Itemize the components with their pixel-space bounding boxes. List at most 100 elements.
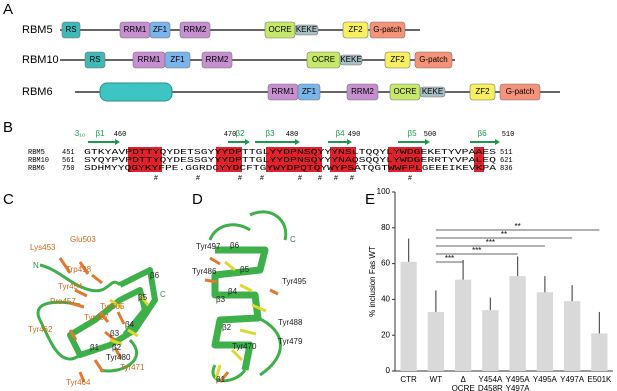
- residue-number: 500: [424, 131, 437, 139]
- protein-name: RBM5: [22, 24, 53, 36]
- ribbon: [208, 210, 288, 241]
- residue-label: C: [160, 290, 166, 299]
- strand-arrow: [295, 139, 300, 145]
- conserved-block: [266, 147, 322, 172]
- significance-stars: **: [515, 222, 521, 231]
- seq-name: RBM6: [28, 165, 45, 173]
- seq-name: RBM10: [28, 157, 49, 165]
- domain-label: RRM2: [184, 25, 207, 34]
- domain: [419, 86, 446, 98]
- domain: [297, 83, 321, 101]
- domain-label: RRM2: [351, 87, 374, 96]
- ribbon: [36, 300, 138, 373]
- residue-label: β6: [230, 241, 240, 250]
- secondary-structure: β1: [95, 129, 105, 138]
- domain-label: G-patch: [373, 25, 401, 34]
- ribbon: [39, 263, 122, 293]
- residue-label: β5: [240, 265, 250, 274]
- significance-stars: ***: [486, 238, 495, 247]
- residue-label: β1: [216, 375, 226, 384]
- domain-label: OCRE: [393, 87, 416, 96]
- significance-stars: **: [501, 230, 507, 239]
- residue-label: Tyr488: [278, 318, 303, 327]
- seq-end: 621: [500, 157, 513, 165]
- bar: [563, 301, 581, 371]
- bar: [454, 279, 472, 371]
- residue-number: 510: [502, 131, 515, 139]
- side-chain: [58, 257, 126, 383]
- strand-arrow: [115, 139, 120, 145]
- secondary-structure: 3₁₀: [75, 129, 85, 138]
- residue-label: Lys453: [30, 243, 56, 252]
- marker: #: [298, 175, 302, 183]
- ribbon: [211, 246, 269, 371]
- strand-arrow: [347, 139, 352, 145]
- significance-stars: ***: [472, 246, 481, 255]
- domain-label: RS: [65, 25, 76, 34]
- x-tick-label: E501K: [587, 375, 612, 384]
- y-tick-label: 80: [381, 223, 390, 232]
- residue-label: Tyr480: [106, 353, 131, 362]
- domain: [414, 51, 453, 69]
- domain-label: KEKE: [422, 87, 443, 96]
- bar: [427, 311, 445, 371]
- panel-label: C: [3, 191, 14, 208]
- marker: #: [238, 175, 242, 183]
- significance-stars: ***: [445, 254, 454, 263]
- residue-label: Pro457: [50, 297, 76, 306]
- residue-label: β4: [125, 320, 135, 329]
- domain: [84, 51, 106, 69]
- residue-label: C: [290, 235, 296, 244]
- y-tick-label: 20: [381, 330, 390, 339]
- residue-number: 480: [286, 131, 299, 139]
- residue-number: 470: [224, 131, 237, 139]
- residue-label: Trp498: [66, 265, 92, 274]
- residue-label: β3: [216, 295, 226, 304]
- side-chain: [214, 260, 267, 380]
- secondary-structure: β4: [335, 129, 345, 138]
- y-tick-label: 40: [381, 295, 390, 304]
- conserved-block: [474, 147, 484, 172]
- domain-label: ZF1: [302, 87, 317, 96]
- marker: #: [196, 175, 200, 183]
- domain-label: RRM1: [124, 25, 147, 34]
- sequence: SDHMYYQGYKYFPE.GGRDCYYDCFTGYWYDPQTQYWYPS…: [84, 165, 497, 173]
- domain-label: ZF1: [153, 25, 168, 34]
- domain: [149, 21, 171, 39]
- residue-label: Tyr479: [278, 337, 303, 346]
- residue-label: N: [33, 261, 39, 270]
- marker: #: [318, 175, 322, 183]
- seq-start: 451: [62, 149, 75, 157]
- side-chain: [109, 294, 150, 346]
- domain-label: ZF2: [390, 55, 405, 64]
- domain-label: KEKE: [340, 55, 361, 64]
- domain-label: RRM2: [206, 55, 229, 64]
- seq-start: 750: [62, 165, 75, 173]
- domain-label: ZF2: [348, 25, 363, 34]
- seq-start: 561: [62, 157, 75, 165]
- residue-label: Tyr471: [120, 363, 145, 372]
- bar: [482, 310, 499, 371]
- domain: [469, 83, 496, 101]
- residue-label: β1: [90, 343, 100, 352]
- residue-label: β2: [222, 323, 232, 332]
- domain: [369, 21, 406, 39]
- bar: [591, 333, 608, 371]
- domain-label: KEKE: [296, 25, 317, 34]
- residue-label: Tyr486: [192, 267, 217, 276]
- domain: [99, 82, 173, 102]
- domain: [201, 51, 233, 69]
- domain: [499, 83, 541, 101]
- protein-name: RBM10: [22, 54, 59, 66]
- x-tick-label: Y495A: [533, 375, 558, 384]
- domain-label: RRM1: [272, 87, 295, 96]
- conserved-block: [330, 147, 356, 172]
- x-tick-label: WT: [430, 375, 443, 384]
- residue-label: β4: [228, 287, 238, 296]
- domain-label: RRM1: [138, 55, 161, 64]
- x-tick-label: Y497A: [560, 375, 585, 384]
- domain-label: OCRE: [268, 25, 291, 34]
- secondary-structure: β3: [265, 129, 275, 138]
